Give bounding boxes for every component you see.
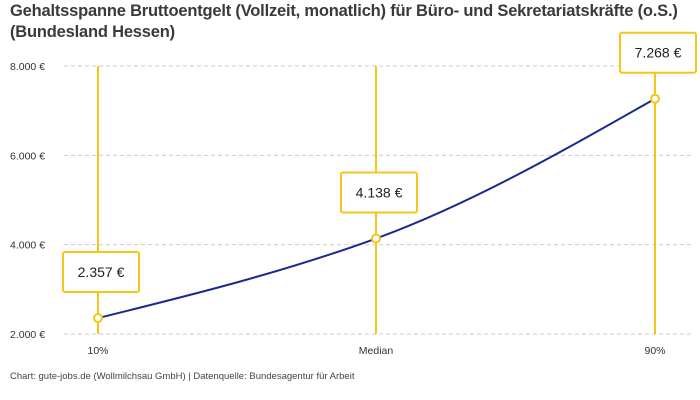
data-point	[93, 313, 103, 324]
data-label-box	[62, 251, 140, 294]
y-tick-label: 2.000 €	[10, 329, 45, 341]
y-tick-label: 8.000 €	[10, 61, 45, 73]
data-label: 7.268 €	[635, 45, 682, 61]
data-point	[650, 93, 660, 104]
data-label: 4.138 €	[356, 185, 403, 201]
x-tick-label: Median	[359, 345, 394, 357]
data-label-box	[340, 171, 418, 214]
data-point	[371, 233, 381, 244]
chart-source-footer: Chart: gute-jobs.de (Wollmilchsau GmbH) …	[10, 371, 355, 382]
x-tick-label: 10%	[87, 345, 108, 357]
x-tick-label: 90%	[644, 345, 665, 357]
y-tick-label: 6.000 €	[10, 150, 45, 162]
chart-title: Gehaltsspanne Bruttoentgelt (Vollzeit, m…	[10, 2, 678, 41]
data-label-box	[619, 31, 697, 74]
data-label: 2.357 €	[78, 264, 125, 280]
y-tick-label: 4.000 €	[10, 240, 45, 252]
